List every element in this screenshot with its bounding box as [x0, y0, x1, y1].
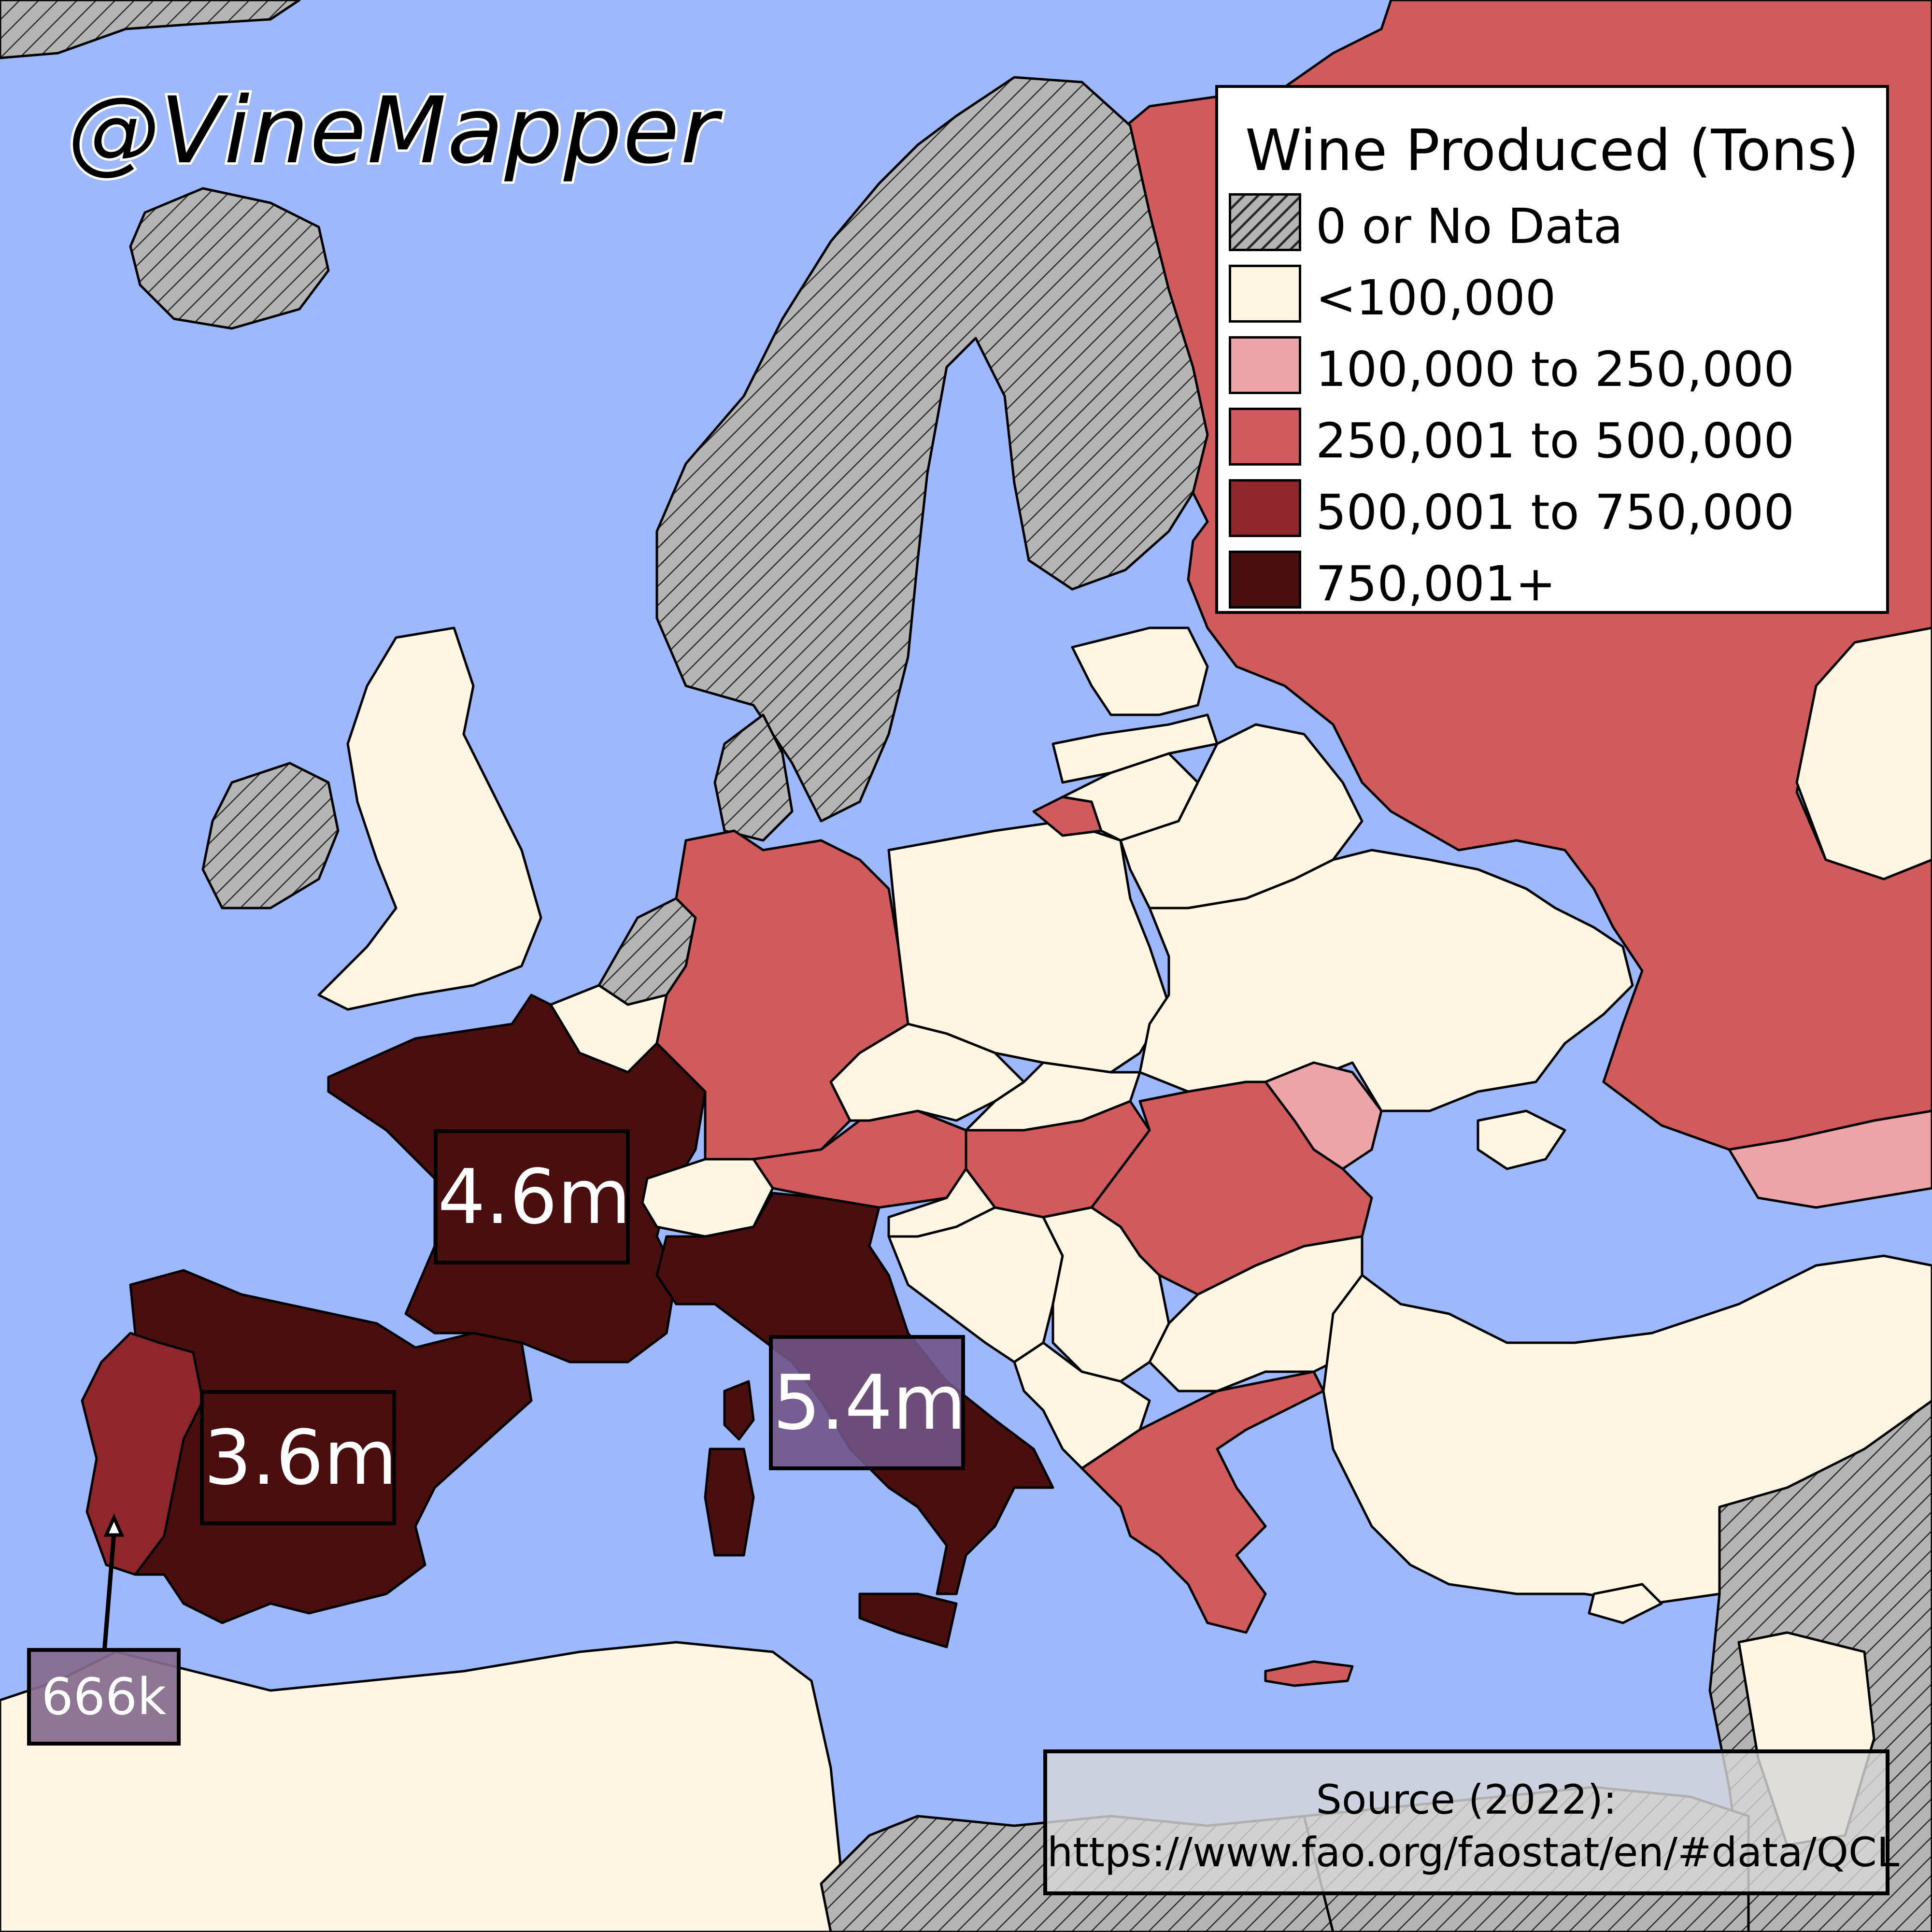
denmark	[713, 713, 794, 842]
sardinia	[704, 1448, 755, 1557]
legend-swatch	[1229, 336, 1301, 394]
spain-callout: 3.6m	[200, 1390, 397, 1525]
france-callout: 4.6m	[434, 1129, 631, 1264]
legend-label: 100,000 to 250,000	[1316, 341, 1795, 398]
greenland	[0, 0, 301, 59]
legend-label: 250,001 to 500,000	[1316, 412, 1795, 469]
watermark: @VineMapper	[65, 75, 721, 186]
legend-swatch	[1229, 265, 1301, 323]
source-line-2: https://www.fao.org/faostat/en/#data/QCL	[1047, 1829, 1900, 1876]
legend-swatch	[1229, 193, 1301, 251]
legend-swatch	[1229, 551, 1301, 609]
legend-swatch	[1229, 408, 1301, 466]
portugal	[81, 1332, 204, 1576]
sicily	[858, 1592, 958, 1648]
cyprus	[1588, 1583, 1663, 1624]
kazakhstan	[1795, 626, 1932, 881]
portugal-callout: 666k	[27, 1648, 181, 1746]
great-britain	[317, 626, 542, 1011]
greece	[1080, 1370, 1325, 1634]
legend-label: 500,001 to 750,000	[1316, 484, 1795, 540]
italy-callout: 5.4m	[769, 1335, 966, 1470]
legend-label: 0 or No Data	[1316, 198, 1623, 255]
ireland	[201, 762, 340, 909]
source-box: Source (2022): https://www.fao.org/faost…	[1043, 1749, 1900, 1895]
scandinavia	[655, 76, 1209, 823]
legend-title: Wine Produced (Tons)	[1245, 117, 1860, 184]
crimea	[1477, 1109, 1566, 1170]
source-line-1: Source (2022):	[1316, 1776, 1617, 1823]
crete	[1264, 1660, 1354, 1687]
legend-label: 750,001+	[1316, 555, 1556, 612]
georgia	[1728, 1109, 1932, 1209]
legend-swatch	[1229, 479, 1301, 537]
estonia	[1071, 626, 1209, 716]
legend: Wine Produced (Tons) 0 or No Data <100,0…	[1215, 85, 1889, 614]
ukraine	[1138, 849, 1634, 1112]
iceland	[129, 187, 330, 330]
corsica	[723, 1380, 755, 1441]
legend-label: <100,000	[1316, 270, 1556, 326]
